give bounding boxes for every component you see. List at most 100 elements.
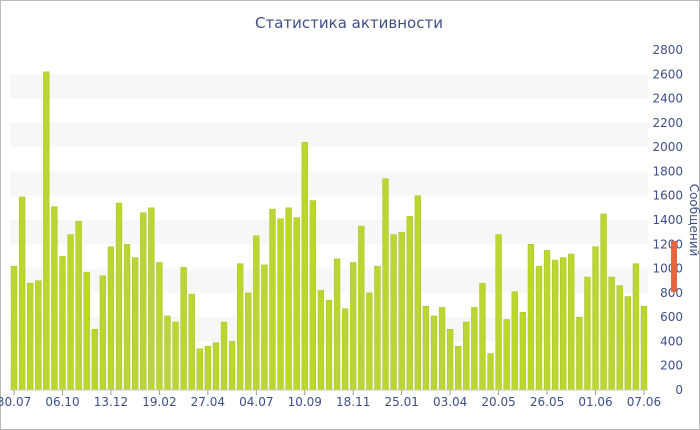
- bar[interactable]: [366, 292, 373, 391]
- y-tick-label: 2600: [652, 67, 683, 81]
- y-tick-label: 400: [660, 334, 683, 348]
- bar[interactable]: [172, 321, 179, 391]
- bar[interactable]: [245, 292, 252, 391]
- bar[interactable]: [140, 212, 147, 391]
- bar[interactable]: [535, 265, 543, 391]
- bar[interactable]: [237, 263, 244, 391]
- bar[interactable]: [285, 207, 292, 391]
- bar[interactable]: [220, 321, 228, 391]
- bar[interactable]: [91, 329, 98, 391]
- y-tick-label: 1600: [652, 189, 683, 203]
- bar[interactable]: [132, 257, 139, 391]
- bar[interactable]: [164, 315, 171, 391]
- bars: [10, 71, 648, 391]
- x-tick-label: 25.01: [385, 395, 419, 409]
- bar[interactable]: [560, 257, 567, 391]
- bar[interactable]: [196, 348, 203, 391]
- bar[interactable]: [228, 341, 236, 391]
- bar[interactable]: [67, 234, 74, 391]
- bar[interactable]: [446, 329, 454, 391]
- bar[interactable]: [204, 346, 212, 391]
- bar[interactable]: [543, 250, 551, 391]
- bar[interactable]: [624, 296, 631, 391]
- x-tick-label: 20.05: [481, 395, 515, 409]
- bar[interactable]: [430, 315, 438, 391]
- y-tick-label: 1200: [652, 237, 683, 251]
- x-tick-label: 27.04: [191, 395, 225, 409]
- bar[interactable]: [43, 71, 50, 391]
- bar[interactable]: [325, 299, 333, 391]
- y-axis-label: Сообщений: [687, 184, 700, 257]
- bar[interactable]: [584, 276, 591, 391]
- x-tick-label: 06.10: [45, 395, 79, 409]
- y-tick-label: 2200: [652, 116, 683, 130]
- x-tick-label: 04.07: [239, 395, 273, 409]
- bar[interactable]: [188, 293, 195, 391]
- bar[interactable]: [568, 253, 575, 391]
- bar[interactable]: [115, 202, 123, 391]
- bar[interactable]: [374, 265, 381, 391]
- bar[interactable]: [503, 319, 510, 391]
- scroll-marker[interactable]: [671, 241, 677, 292]
- x-tick-label: 18.11: [336, 395, 370, 409]
- bar[interactable]: [261, 264, 268, 391]
- bar[interactable]: [123, 244, 131, 391]
- bar[interactable]: [51, 206, 58, 391]
- x-tick-label: 26.05: [530, 395, 564, 409]
- chart-title: Статистика активности: [255, 14, 443, 32]
- bar[interactable]: [600, 213, 607, 391]
- bar[interactable]: [422, 305, 430, 391]
- bar[interactable]: [576, 316, 583, 391]
- bar[interactable]: [487, 353, 494, 391]
- bar[interactable]: [358, 225, 365, 391]
- bar[interactable]: [455, 346, 462, 391]
- bar[interactable]: [414, 195, 421, 391]
- bar[interactable]: [519, 312, 526, 391]
- bar[interactable]: [35, 280, 42, 391]
- bar[interactable]: [180, 267, 187, 391]
- bar[interactable]: [309, 200, 317, 391]
- bar[interactable]: [632, 263, 640, 391]
- bar[interactable]: [107, 246, 115, 391]
- bar[interactable]: [148, 207, 155, 391]
- bar[interactable]: [463, 321, 470, 391]
- bar[interactable]: [269, 208, 276, 391]
- bar[interactable]: [212, 342, 220, 391]
- bar[interactable]: [10, 265, 18, 391]
- bar[interactable]: [495, 234, 502, 391]
- bar[interactable]: [317, 290, 325, 391]
- bar[interactable]: [350, 262, 357, 391]
- bar[interactable]: [99, 275, 107, 391]
- bar[interactable]: [293, 217, 300, 391]
- bar[interactable]: [382, 178, 389, 391]
- x-axis: 30.07 06.10 13.12 19.02 27.04 04.07 10.09 18.11…: [0, 389, 661, 409]
- bar[interactable]: [479, 282, 486, 391]
- bar[interactable]: [592, 246, 599, 391]
- bar[interactable]: [333, 258, 341, 391]
- bar[interactable]: [616, 285, 623, 391]
- bar[interactable]: [83, 271, 90, 391]
- bar[interactable]: [438, 307, 446, 391]
- bar[interactable]: [18, 196, 26, 391]
- bar[interactable]: [640, 305, 648, 391]
- y-tick-label: 1400: [652, 213, 683, 227]
- bar[interactable]: [341, 308, 349, 391]
- x-tick-label: 07.06: [627, 395, 661, 409]
- bar[interactable]: [253, 235, 260, 391]
- bar[interactable]: [156, 262, 163, 391]
- y-tick-label: 2000: [652, 140, 683, 154]
- bar[interactable]: [511, 291, 518, 391]
- x-tick-label: 19.02: [142, 395, 176, 409]
- bar[interactable]: [527, 244, 535, 391]
- bar[interactable]: [27, 282, 34, 391]
- bar[interactable]: [277, 218, 284, 391]
- bar[interactable]: [390, 234, 397, 391]
- bar[interactable]: [608, 276, 615, 391]
- bar[interactable]: [471, 307, 478, 391]
- bar[interactable]: [59, 256, 66, 391]
- bar[interactable]: [75, 220, 82, 391]
- bar[interactable]: [398, 231, 405, 391]
- bar[interactable]: [301, 142, 308, 391]
- bar[interactable]: [551, 259, 559, 391]
- bar[interactable]: [406, 216, 413, 391]
